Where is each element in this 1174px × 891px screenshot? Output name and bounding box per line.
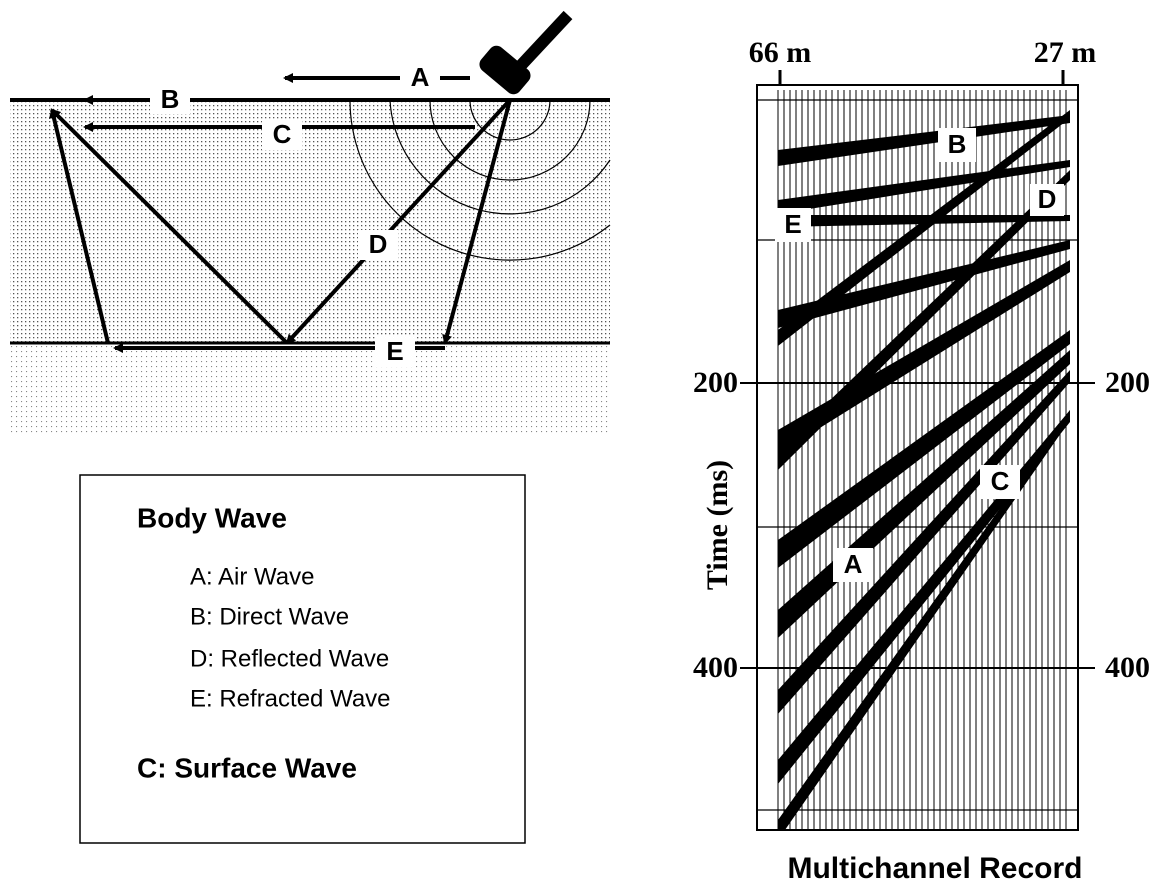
trace xyxy=(778,260,1070,454)
label: E xyxy=(386,336,403,366)
legend: Body Wave A: Air Wave B: Direct Wave D: … xyxy=(79,474,526,844)
legend-item: B: Direct Wave xyxy=(190,603,349,630)
top-label: 66 m xyxy=(749,36,812,69)
legend-item: E: Refracted Wave xyxy=(190,685,391,712)
label: D xyxy=(369,229,388,259)
legend-title: Body Wave xyxy=(137,502,287,533)
label: A xyxy=(844,549,863,579)
axis-label: Time (ms) xyxy=(701,460,734,590)
trace xyxy=(778,240,1070,328)
legend-item: D: Reflected Wave xyxy=(190,645,389,672)
legend-item: A: Air Wave xyxy=(190,563,314,590)
trace xyxy=(778,370,1070,714)
record: 66 m 27 m 200 400 200 400 Time (ms) B D … xyxy=(693,36,1150,885)
earth-model: A B C D E xyxy=(10,10,611,435)
top-label: 27 m xyxy=(1034,36,1097,69)
trace xyxy=(778,330,1070,568)
caption: Multichannel Record xyxy=(787,852,1082,885)
trace xyxy=(778,115,1070,166)
legend-surface: C: Surface Wave xyxy=(137,752,357,783)
trace xyxy=(778,170,1070,470)
wiggle-traces xyxy=(777,90,1070,830)
tick-label: 400 xyxy=(693,651,738,684)
hammer xyxy=(479,10,573,95)
trace xyxy=(778,110,1070,346)
trace xyxy=(778,410,1070,784)
label: A xyxy=(411,62,430,92)
tick-label: 200 xyxy=(693,366,738,399)
label: D xyxy=(1038,184,1057,214)
trace xyxy=(778,410,1070,830)
trace xyxy=(778,160,1070,214)
label: B xyxy=(948,129,967,159)
label: E xyxy=(784,209,801,239)
label: C xyxy=(991,466,1010,496)
label: C xyxy=(273,119,292,149)
tick-label: 200 xyxy=(1105,366,1150,399)
label: B xyxy=(161,84,180,114)
tick-label: 400 xyxy=(1105,651,1150,684)
